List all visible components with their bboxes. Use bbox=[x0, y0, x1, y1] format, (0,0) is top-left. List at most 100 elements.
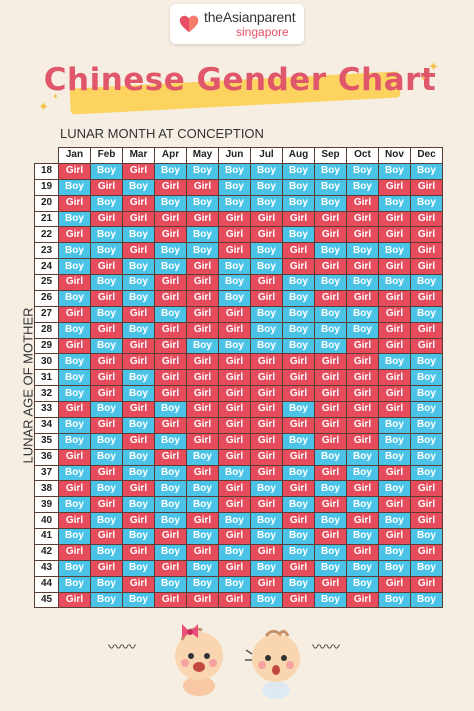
gender-cell: Girl bbox=[314, 289, 347, 307]
gender-cell: Girl bbox=[58, 274, 91, 291]
gender-cell: Girl bbox=[90, 289, 123, 307]
gender-cell: Boy bbox=[410, 194, 443, 212]
mother-age-cell: 18 bbox=[34, 162, 59, 180]
gender-cell: Boy bbox=[250, 480, 283, 498]
gender-cell: Girl bbox=[410, 210, 443, 228]
gender-cell: Girl bbox=[282, 385, 315, 402]
gender-cell: Boy bbox=[314, 321, 347, 339]
gender-cell: Boy bbox=[250, 559, 283, 577]
mother-age-cell: 23 bbox=[34, 242, 59, 260]
brand-logo[interactable]: theAsianparent singapore bbox=[170, 4, 304, 44]
gender-cell: Girl bbox=[154, 353, 187, 371]
gender-cell: Boy bbox=[58, 289, 91, 307]
gender-cell: Boy bbox=[90, 162, 123, 180]
gender-cell: Boy bbox=[90, 194, 123, 212]
table-row: 24 Boy Girl Boy Boy Girl Boy Boy Girl Girl Girl Gir… bbox=[34, 258, 443, 275]
gender-cell: Girl bbox=[282, 559, 315, 577]
gender-cell: Girl bbox=[314, 353, 347, 371]
gender-cell: Girl bbox=[186, 305, 219, 323]
gender-cell: Girl bbox=[410, 258, 443, 275]
gender-cell: Girl bbox=[378, 321, 411, 339]
gender-cell: Boy bbox=[314, 480, 347, 498]
gender-cell: Girl bbox=[346, 226, 379, 244]
gender-cell: Boy bbox=[154, 242, 187, 260]
gender-cell: Boy bbox=[154, 496, 187, 514]
gender-cell: Girl bbox=[346, 416, 379, 434]
gender-cell: Girl bbox=[90, 369, 123, 387]
gender-cell: Girl bbox=[186, 401, 219, 418]
gender-cell: Girl bbox=[346, 369, 379, 387]
gender-cell: Girl bbox=[314, 226, 347, 244]
gender-cell: Boy bbox=[186, 559, 219, 577]
mother-age-cell: 25 bbox=[34, 274, 59, 291]
gender-cell: Girl bbox=[346, 512, 379, 529]
table-row: 26 Boy Girl Boy Girl Girl Boy Girl Boy Girl Girl Gi… bbox=[34, 289, 443, 307]
gender-cell: Boy bbox=[346, 178, 379, 196]
gender-cell: Boy bbox=[122, 385, 155, 402]
gender-cell: Boy bbox=[154, 401, 187, 418]
gender-cell: Boy bbox=[90, 432, 123, 450]
gender-cell: Girl bbox=[58, 162, 91, 180]
gender-cell: Boy bbox=[378, 194, 411, 212]
gender-cell: Girl bbox=[90, 464, 123, 482]
table-row: 33 Girl Boy Girl Boy Girl Girl Girl Boy Girl Girl G… bbox=[34, 401, 443, 418]
gender-cell: Girl bbox=[410, 337, 443, 355]
gender-cell: Girl bbox=[154, 559, 187, 577]
page-title: Chinese Gender Chart bbox=[43, 62, 437, 98]
gender-cell: Boy bbox=[218, 194, 251, 212]
gender-cell: Boy bbox=[90, 512, 123, 529]
gender-cell: Girl bbox=[378, 385, 411, 402]
gender-cell: Boy bbox=[410, 162, 443, 180]
gender-cell: Boy bbox=[122, 559, 155, 577]
gender-cell: Girl bbox=[122, 242, 155, 260]
gender-cell: Girl bbox=[154, 448, 187, 466]
gender-cell: Girl bbox=[90, 178, 123, 196]
gender-cell: Boy bbox=[218, 162, 251, 180]
gender-cell: Girl bbox=[218, 448, 251, 466]
month-header-row: Jan Feb Mar Apr May Jun Jul Aug Sep Oct Nov Dec bbox=[35, 147, 443, 164]
gender-cell: Girl bbox=[122, 543, 155, 561]
table-row: 27 Girl Boy Girl Boy Girl Girl Boy Boy Boy Boy Girl… bbox=[34, 305, 443, 323]
baby-boy-illustration bbox=[245, 629, 300, 699]
gender-cell: Boy bbox=[218, 575, 251, 593]
gender-cell: Girl bbox=[186, 210, 219, 228]
gender-cell: Girl bbox=[218, 416, 251, 434]
gender-cell: Boy bbox=[186, 528, 219, 545]
gender-cell: Girl bbox=[346, 543, 379, 561]
table-row: 37 Boy Girl Boy Boy Girl Boy Girl Boy Girl Boy Girl… bbox=[34, 464, 443, 482]
gender-cell: Boy bbox=[58, 416, 91, 434]
gender-cell: Girl bbox=[314, 528, 347, 545]
gender-cell: Girl bbox=[90, 258, 123, 275]
gender-cell: Girl bbox=[122, 432, 155, 450]
gender-cell: Boy bbox=[346, 464, 379, 482]
table-row: 28 Boy Girl Boy Girl Girl Girl Boy Boy Boy Boy Girl… bbox=[34, 321, 443, 339]
gender-cell: Boy bbox=[58, 258, 91, 275]
heart-logo-icon bbox=[179, 15, 199, 33]
table-row: 19 Boy Girl Boy Girl Girl Boy Boy Boy Boy Boy Girl G… bbox=[34, 178, 443, 196]
gender-cell: Boy bbox=[90, 226, 123, 244]
gender-cell: Boy bbox=[378, 416, 411, 434]
gender-cell: Girl bbox=[218, 432, 251, 450]
gender-cell: Girl bbox=[90, 496, 123, 514]
gender-cell: Boy bbox=[122, 274, 155, 291]
gender-cell: Boy bbox=[314, 448, 347, 466]
gender-cell: Boy bbox=[90, 337, 123, 355]
gender-cell: Boy bbox=[58, 242, 91, 260]
month-header-jun: Jun bbox=[218, 147, 251, 164]
gender-cell: Boy bbox=[154, 258, 187, 275]
gender-cell: Girl bbox=[122, 480, 155, 498]
table-row: 41 Boy Girl Boy Girl Boy Girl Boy Boy Girl Boy Girl… bbox=[34, 528, 443, 545]
gender-cell: Girl bbox=[282, 591, 315, 609]
gender-cell: Girl bbox=[346, 258, 379, 275]
gender-cell: Boy bbox=[154, 432, 187, 450]
gender-cell: Boy bbox=[282, 464, 315, 482]
gender-cell: Boy bbox=[122, 369, 155, 387]
gender-cell: Girl bbox=[346, 289, 379, 307]
gender-cell: Girl bbox=[378, 528, 411, 545]
gender-cell: Girl bbox=[186, 289, 219, 307]
gender-cell: Boy bbox=[314, 591, 347, 609]
gender-cell: Girl bbox=[186, 512, 219, 529]
gender-cell: Boy bbox=[346, 162, 379, 180]
gender-cell: Girl bbox=[378, 258, 411, 275]
gender-cell: Girl bbox=[346, 591, 379, 609]
